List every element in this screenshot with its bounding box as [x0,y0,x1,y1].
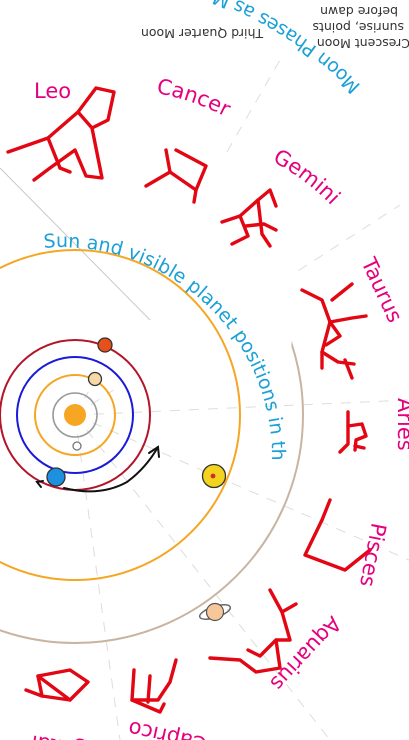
constellation-gemini [220,188,278,248]
pisces-label: Pisces [355,521,391,589]
constellation-cancer [144,148,208,204]
constellation-leo [6,86,116,182]
mars-planet [97,337,113,353]
jupiter-orbit [0,249,241,581]
moon-phases-title: Moon Phases as Moon Circles Earth [58,0,365,98]
constellation-aries [338,410,368,454]
saturn-planet [198,602,232,622]
earth-planet [46,467,66,487]
crescent-moon-label: Crescent Moon [317,36,409,51]
mercury-planet [72,441,82,451]
orbit-motion-arrows [35,445,160,493]
cancer-label: Cancer [155,74,235,121]
third-quarter-moon-label: Third Quarter Moon [141,26,264,41]
venus-planet [87,371,103,387]
aries-label: Aries [393,398,409,451]
earth-orbit [16,356,134,474]
sun [64,404,86,426]
constellation-pisces [303,498,372,572]
crescent-moon-note-2: sunrise, points [312,20,404,35]
constellation-taurus [300,282,368,380]
constellation-aquarius [208,588,298,674]
jupiter-spot [210,473,216,479]
info-card [0,150,300,398]
mercury-orbit [52,392,98,438]
leo-label: Leo [34,79,71,103]
crescent-moon-note-3: before dawn [320,4,398,19]
constellation-capricorn [130,658,178,714]
venus-orbit [34,374,116,456]
constellation-sagittarius [24,668,90,702]
info-card-edge [0,167,151,321]
